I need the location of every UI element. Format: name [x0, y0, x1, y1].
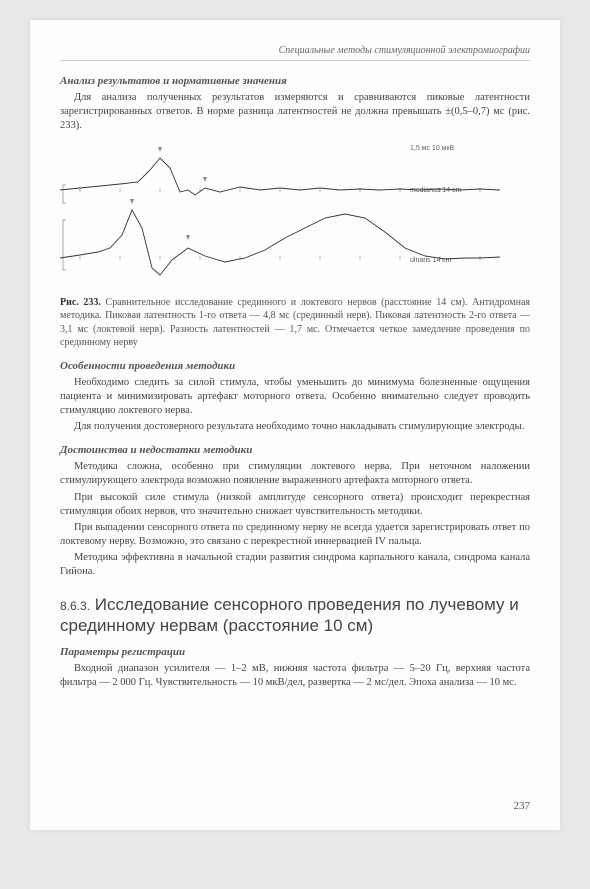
section-title: Исследование сенсорного проведения по лу… [60, 595, 519, 635]
subhead-analysis: Анализ результатов и нормативные значени… [60, 75, 530, 87]
para-proscons-3: При выпадении сенсорного ответа по среди… [60, 521, 530, 549]
figure-233: 1,5 мс 10 мкВ medianus 14 cm ulnaris 14 cm [60, 140, 530, 290]
subhead-features: Особенности проведения методики [60, 360, 530, 372]
svg-text:medianus 14 cm: medianus 14 cm [410, 187, 462, 194]
figure-caption-text: Сравнительное исследование срединного и … [60, 297, 530, 349]
para-params: Входной диапазон усилителя — 1–2 мВ, ниж… [60, 662, 530, 690]
section-number: 8.6.3. [60, 599, 90, 613]
section-heading: 8.6.3. Исследование сенсорного проведени… [60, 594, 530, 637]
subhead-proscons: Достоинства и недостатки методики [60, 444, 530, 456]
figure-caption-bold: Рис. 233. [60, 297, 101, 308]
subhead-params: Параметры регистрации [60, 646, 530, 658]
svg-text:1,5 мс 10 мкВ: 1,5 мс 10 мкВ [410, 145, 455, 152]
para-proscons-4: Методика эффективна в начальной стадии р… [60, 551, 530, 579]
page: Специальные методы стимуляционной электр… [30, 20, 560, 830]
para-analysis: Для анализа полученных результатов измер… [60, 91, 530, 134]
para-features-1: Необходимо следить за силой стимула, что… [60, 376, 530, 419]
para-proscons-2: При высокой силе стимула (низкой амплиту… [60, 491, 530, 519]
emg-chart-svg: 1,5 мс 10 мкВ medianus 14 cm ulnaris 14 cm [60, 140, 500, 290]
para-proscons-1: Методика сложна, особенно при стимуляции… [60, 460, 530, 488]
running-header: Специальные методы стимуляционной электр… [60, 45, 530, 61]
figure-caption: Рис. 233. Сравнительное исследование сре… [60, 296, 530, 350]
page-number: 237 [514, 800, 531, 812]
svg-text:ulnaris 14 cm: ulnaris 14 cm [410, 257, 452, 264]
para-features-2: Для получения достоверного результата не… [60, 420, 530, 434]
